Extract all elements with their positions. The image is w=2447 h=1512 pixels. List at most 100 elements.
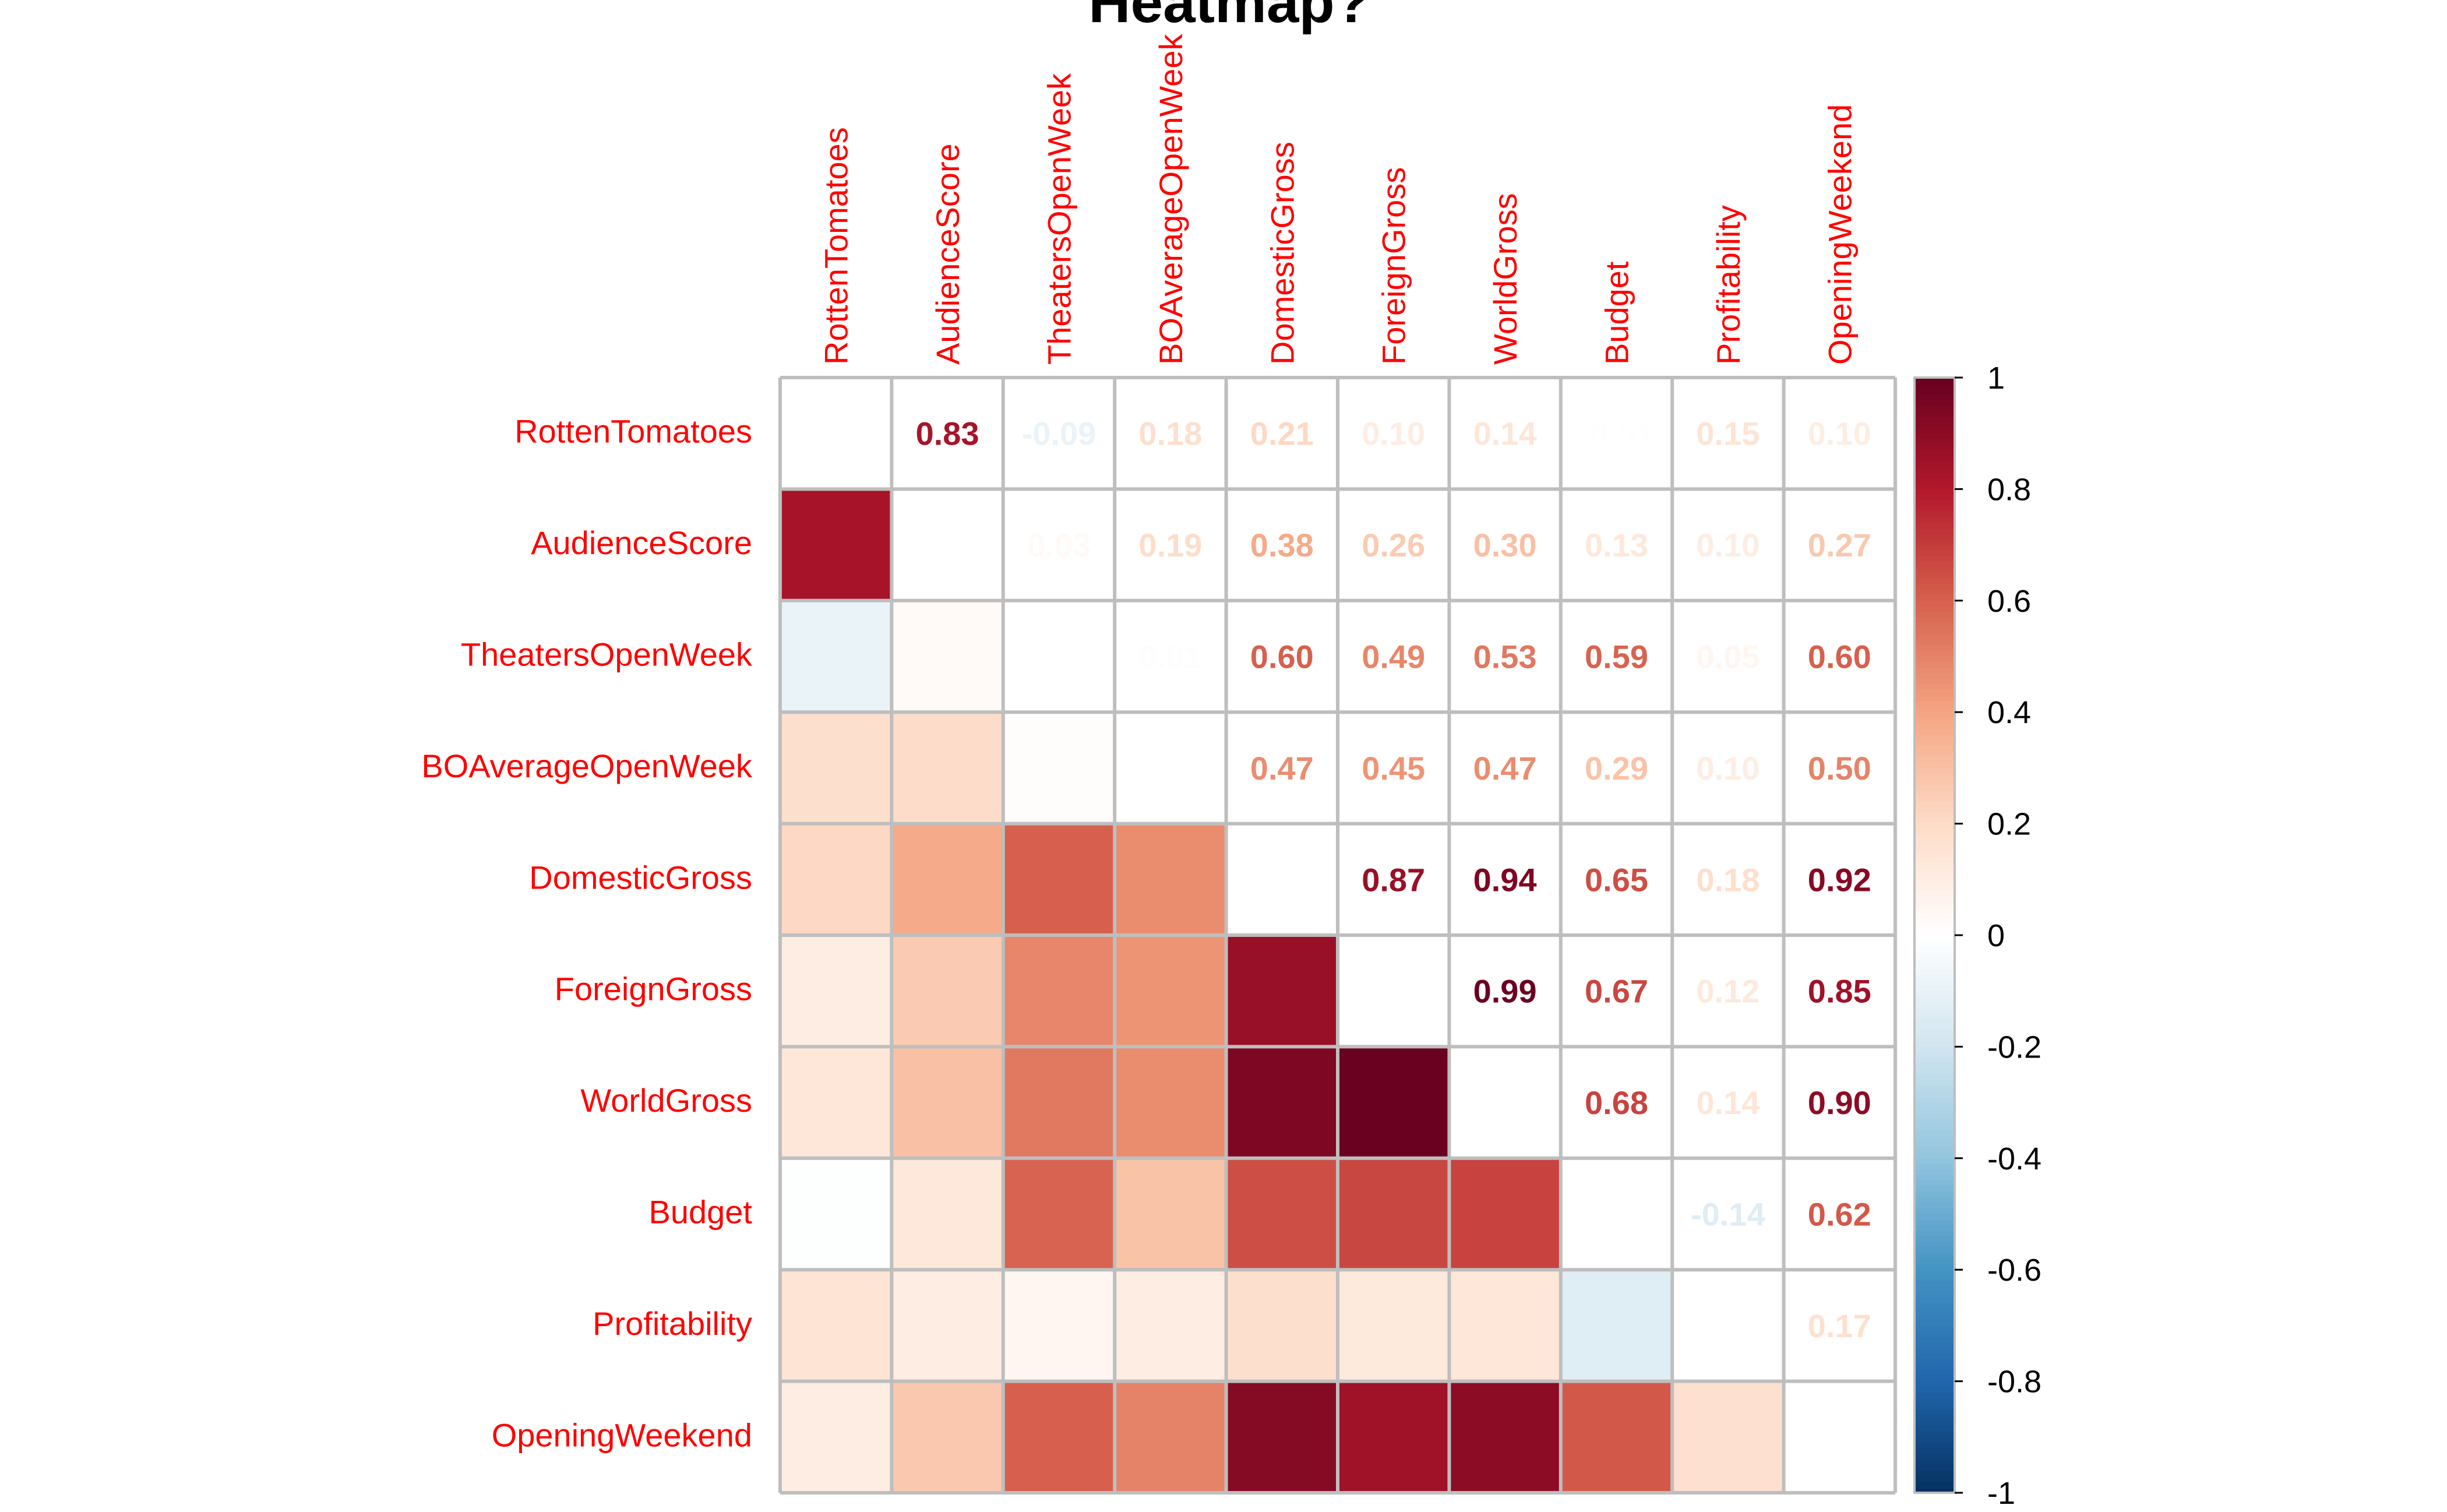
colorbar-segment (1914, 751, 1955, 757)
colorbar-segment (1914, 533, 1955, 540)
heatmap-cell (891, 1046, 1003, 1158)
colorbar-segment (1914, 1058, 1955, 1064)
colorbar-segment (1914, 712, 1955, 718)
colorbar-segment (1914, 1158, 1955, 1165)
colorbar-segment (1914, 1102, 1955, 1109)
colorbar-tick-label: -1 (1987, 1476, 2015, 1511)
colorbar-segment (1914, 394, 1955, 401)
colorbar-segment (1914, 946, 1955, 953)
colorbar-segment (1914, 656, 1955, 662)
colorbar-segment (1914, 667, 1955, 674)
heatmap-cell (1338, 1270, 1450, 1381)
colorbar-segment (1914, 1481, 1955, 1488)
colorbar-segment (1914, 1286, 1955, 1293)
coefficient-label: 0.01 (1138, 639, 1202, 675)
colorbar-segment (1914, 1353, 1955, 1360)
row-label: WorldGross (580, 1082, 752, 1119)
coefficient-label: 0.13 (1585, 527, 1648, 563)
heatmap-cell (1003, 712, 1115, 824)
colorbar-segment (1914, 1208, 1955, 1215)
colorbar-segment (1914, 578, 1955, 584)
colorbar-segment (1914, 873, 1955, 880)
colorbar-tick-label: -0.8 (1987, 1365, 2041, 1400)
coefficient-label: 0.10 (1696, 527, 1760, 563)
colorbar-segment (1914, 795, 1955, 802)
coefficient-label: -0.09 (1022, 415, 1096, 452)
colorbar-segment (1914, 840, 1955, 847)
row-label: Budget (649, 1194, 753, 1231)
heatmap-cell (891, 1158, 1003, 1270)
colorbar-segment (1914, 416, 1955, 423)
heatmap-cell (891, 1381, 1003, 1493)
column-label: DomesticGross (1264, 142, 1300, 365)
colorbar-segment (1914, 773, 1955, 780)
coefficient-label: 0.03 (1027, 527, 1091, 563)
colorbar-segment (1914, 400, 1955, 406)
heatmap-cell (1560, 1270, 1673, 1381)
heatmap-cell (1226, 1046, 1338, 1158)
colorbar-segment (1914, 818, 1955, 824)
coefficient-label: 0.10 (1808, 415, 1871, 452)
row-label: Profitability (593, 1305, 752, 1342)
colorbar-tick-label: 0 (1987, 918, 2005, 953)
coefficient-label: 0.85 (1808, 973, 1871, 1010)
colorbar-segment (1914, 1097, 1955, 1103)
coefficient-label: 0.65 (1585, 861, 1648, 898)
heatmap-cell (1003, 1270, 1115, 1381)
colorbar-segment (1914, 1236, 1955, 1243)
colorbar-segment (1914, 606, 1955, 612)
colorbar-segment (1914, 595, 1955, 601)
colorbar-segment (1914, 1113, 1955, 1120)
colorbar-segment (1914, 1337, 1955, 1343)
colorbar-segment (1914, 801, 1955, 808)
heatmap-cell (780, 823, 892, 935)
heatmap-cell (1226, 1270, 1338, 1381)
colorbar-segment (1914, 584, 1955, 590)
colorbar-segment (1914, 1309, 1955, 1315)
row-label: OpeningWeekend (492, 1416, 752, 1453)
heatmap-grid (778, 376, 1897, 1495)
colorbar-segment (1914, 556, 1955, 562)
heatmap-cell (891, 712, 1003, 824)
column-label: WorldGross (1487, 193, 1524, 365)
colorbar-segment (1914, 1013, 1955, 1020)
colorbar-segment (1914, 1259, 1955, 1265)
colorbar-segment (1914, 1381, 1955, 1387)
coefficient-label: 0.05 (1696, 639, 1760, 675)
colorbar-segment (1914, 1437, 1955, 1443)
column-label: ForeignGross (1376, 167, 1412, 365)
colorbar-segment (1914, 1203, 1955, 1209)
heatmap-cell (1115, 1381, 1226, 1493)
colorbar-segment (1914, 1459, 1955, 1465)
colorbar-segment (1914, 572, 1955, 579)
colorbar-tick-label: 0.8 (1987, 472, 2031, 507)
colorbar-segment (1914, 673, 1955, 679)
colorbar-segment (1914, 968, 1955, 975)
heatmap-cell (780, 1158, 892, 1270)
coefficient-label: 0.15 (1696, 415, 1760, 452)
colorbar-segment (1914, 1431, 1955, 1438)
colorbar-segment (1914, 1091, 1955, 1098)
colorbar-segment (1914, 717, 1955, 724)
colorbar-segment (1914, 1030, 1955, 1037)
colorbar-tick-label: -0.6 (1987, 1253, 2041, 1288)
colorbar-segment (1914, 1454, 1955, 1460)
colorbar-segment (1914, 991, 1955, 998)
heatmap-cell (1226, 1158, 1338, 1270)
coefficient-label: 0.18 (1138, 415, 1202, 452)
colorbar-segment (1914, 1242, 1955, 1248)
colorbar-segment (1914, 455, 1955, 462)
coefficient-label: 0.12 (1696, 973, 1760, 1010)
colorbar-segment (1914, 974, 1955, 981)
colorbar-segment (1914, 522, 1955, 529)
colorbar-segment (1914, 884, 1955, 891)
colorbar-segment (1914, 494, 1955, 501)
colorbar-segment (1914, 684, 1955, 690)
colorbar-segment (1914, 567, 1955, 573)
colorbar-segment (1914, 1130, 1955, 1137)
coefficient-label: 0.38 (1250, 527, 1314, 563)
colorbar-segment (1914, 561, 1955, 568)
colorbar-segment (1914, 734, 1955, 741)
colorbar-segment (1914, 378, 1955, 384)
heatmap-cell (891, 1270, 1003, 1381)
